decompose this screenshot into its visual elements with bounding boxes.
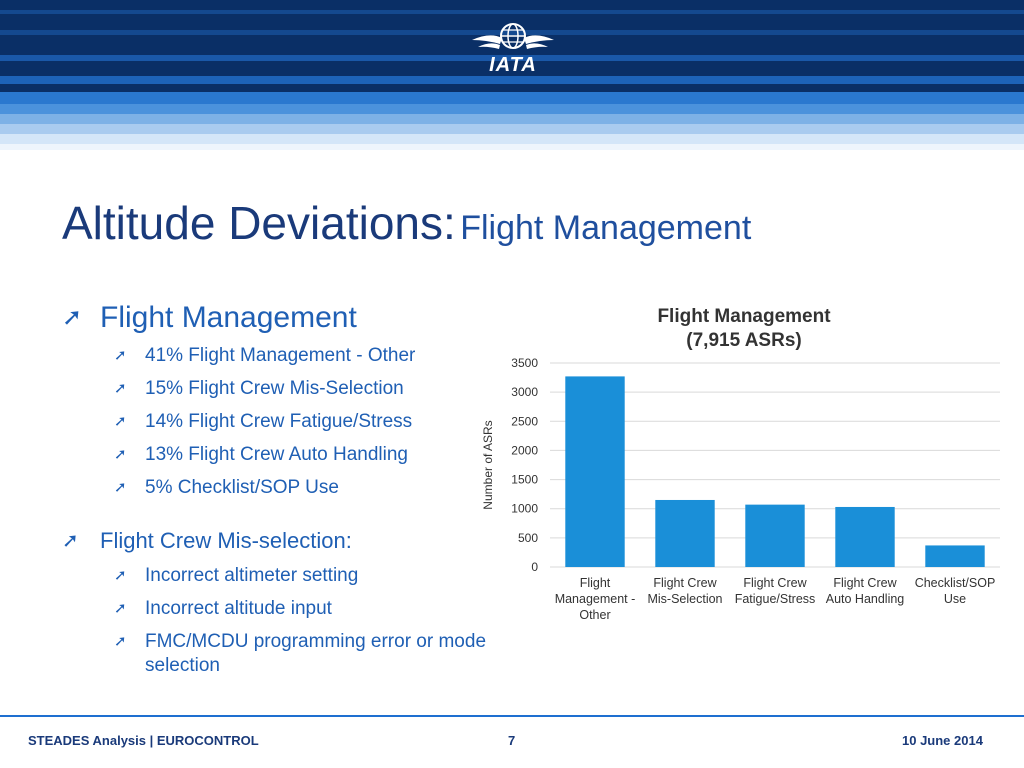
x-tick-label: Mis-Selection	[647, 592, 722, 606]
bar-chart: Flight Management (7,915 ASRs) 0 500 1000 1…	[470, 300, 1010, 640]
x-tick-label: Checklist/SOP	[915, 576, 996, 590]
list-item-text: Incorrect altitude input	[145, 598, 332, 619]
chart-subtitle: (7,915 ASRs)	[686, 330, 802, 351]
arrow-icon: ➚	[114, 479, 127, 496]
chart-title: Flight Management	[657, 306, 831, 327]
y-tick-label: 2000	[511, 443, 538, 457]
bullet-heading: ➚ Flight Management	[62, 300, 502, 336]
globe-wings-icon	[472, 23, 554, 49]
page-number: 7	[508, 733, 516, 748]
bullet-list: ➚ Flight Management ➚ 41% Flight Manageme…	[62, 300, 502, 687]
bar	[835, 506, 895, 567]
header-stripe	[0, 144, 1024, 150]
header-banner: IATA	[0, 0, 1024, 150]
title-sub: Flight Management	[460, 209, 752, 247]
footer-date: 10 June 2014	[902, 733, 983, 748]
list-item-text: 15% Flight Crew Mis-Selection	[145, 378, 404, 399]
bar	[925, 545, 985, 567]
arrow-icon: ➚	[114, 380, 127, 397]
x-tick-label: Auto Handling	[826, 592, 905, 606]
arrow-icon: ➚	[114, 600, 127, 617]
bar	[565, 376, 625, 567]
bar	[655, 499, 715, 567]
list-item: ➚ 41% Flight Management - Other	[62, 344, 502, 368]
x-tick-label: Flight Crew	[743, 576, 807, 590]
x-tick-label: Flight	[580, 576, 611, 590]
list-item: ➚ Incorrect altimeter setting	[62, 564, 502, 588]
header-stripe	[0, 92, 1024, 104]
y-tick-label: 3500	[511, 356, 538, 370]
bullet-heading: ➚ Flight Crew Mis-selection:	[62, 526, 502, 556]
x-tick-label: Other	[579, 608, 610, 622]
x-tick-label: Flight Crew	[653, 576, 717, 590]
bullet-heading-text: Flight Crew Mis-selection:	[100, 528, 352, 553]
header-stripe	[0, 124, 1024, 134]
x-tick-label: Fatigue/Stress	[735, 592, 816, 606]
arrow-icon: ➚	[114, 413, 127, 430]
y-tick-label: 3000	[511, 385, 538, 399]
footer-left: STEADES Analysis | EUROCONTROL	[28, 733, 259, 748]
header-stripe	[0, 104, 1024, 114]
iata-logo: IATA	[470, 18, 556, 78]
chart-plot: 0 500 1000 1500 2000 2500 3000 3500 Number of AS…	[481, 356, 1000, 622]
list-item-text: Incorrect altimeter setting	[145, 565, 359, 586]
arrow-icon: ➚	[114, 633, 127, 650]
header-stripe	[0, 10, 1024, 14]
x-tick-label: Use	[944, 592, 966, 606]
logo-text: IATA	[489, 54, 537, 76]
title-main: Altitude Deviations:	[62, 197, 456, 249]
list-item: ➚ 14% Flight Crew Fatigue/Stress	[62, 410, 502, 434]
header-stripe	[0, 134, 1024, 144]
list-item-text: FMC/MCDU programming error or mode selec…	[145, 631, 487, 676]
header-stripe	[0, 76, 1024, 84]
list-item: ➚ 5% Checklist/SOP Use	[62, 476, 502, 500]
list-item: ➚ Incorrect altitude input	[62, 597, 502, 621]
y-tick-label: 2500	[511, 414, 538, 428]
x-tick-label: Management -	[555, 592, 636, 606]
list-item: ➚ 15% Flight Crew Mis-Selection	[62, 377, 502, 401]
arrow-icon: ➚	[62, 530, 79, 552]
y-tick-label: 1000	[511, 502, 538, 516]
y-axis-label: Number of ASRs	[481, 420, 495, 509]
list-item-text: 5% Checklist/SOP Use	[145, 477, 339, 498]
footer-divider	[0, 715, 1024, 717]
list-item-text: 13% Flight Crew Auto Handling	[145, 444, 408, 465]
arrow-icon: ➚	[114, 567, 127, 584]
y-tick-label: 0	[531, 560, 538, 574]
x-tick-label: Flight Crew	[833, 576, 897, 590]
arrow-icon: ➚	[62, 304, 83, 331]
y-tick-label: 500	[518, 531, 538, 545]
arrow-icon: ➚	[114, 347, 127, 364]
header-stripe	[0, 30, 1024, 35]
arrow-icon: ➚	[114, 446, 127, 463]
page-title: Altitude Deviations: Flight Management	[62, 196, 751, 250]
header-stripe	[0, 55, 1024, 61]
list-item-text: 14% Flight Crew Fatigue/Stress	[145, 411, 413, 432]
list-item: ➚ 13% Flight Crew Auto Handling	[62, 443, 502, 467]
header-stripe	[0, 114, 1024, 124]
bar	[745, 504, 805, 567]
list-item: ➚ FMC/MCDU programming error or mode sele…	[62, 630, 502, 678]
list-item-text: 41% Flight Management - Other	[145, 345, 416, 366]
y-tick-label: 1500	[511, 473, 538, 487]
bullet-heading-text: Flight Management	[100, 301, 357, 334]
